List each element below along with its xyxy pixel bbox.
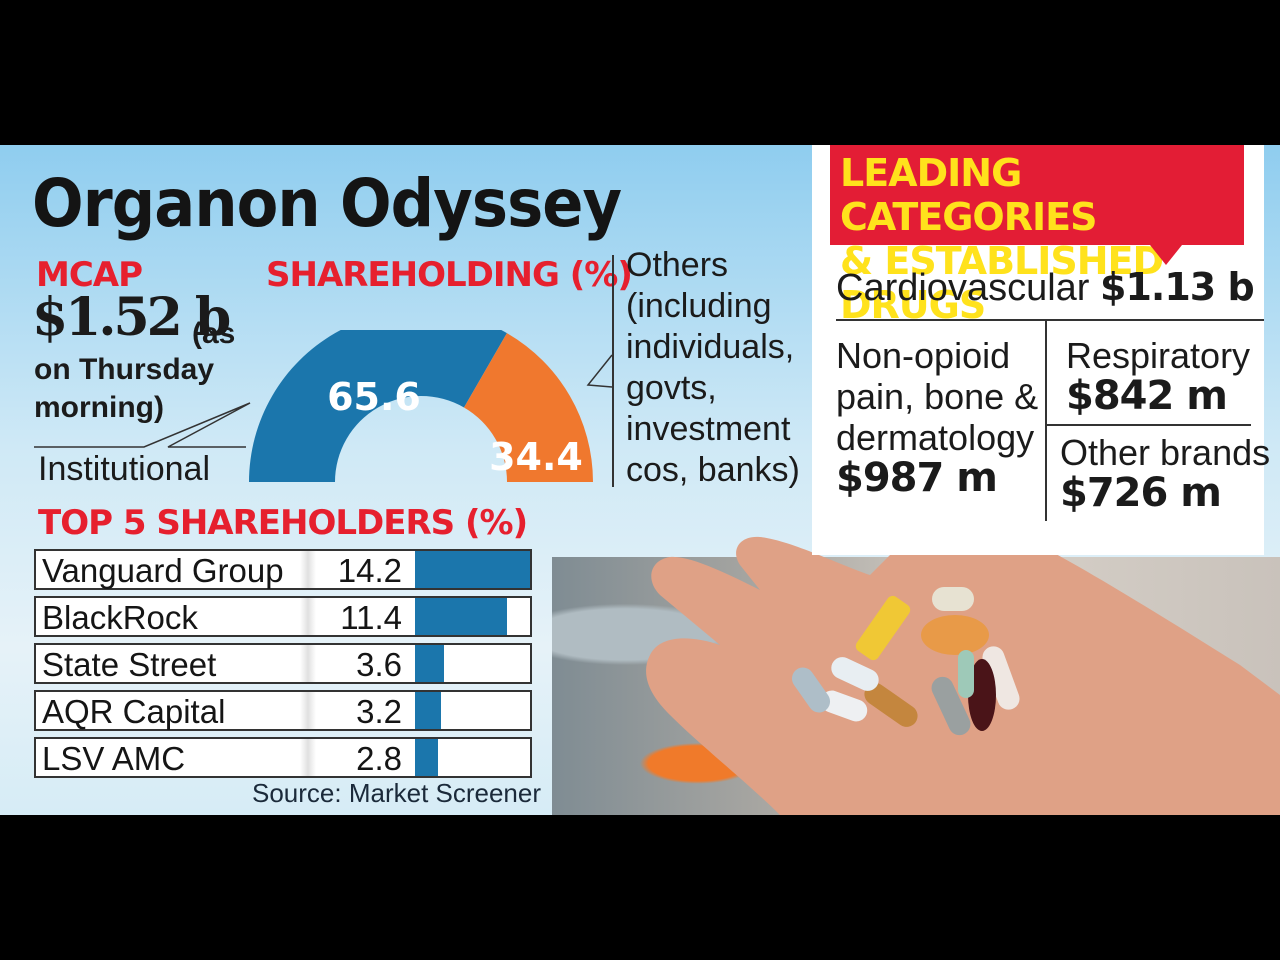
category-value: $726 m bbox=[1060, 470, 1222, 516]
others-label: Others (including individuals, govts, in… bbox=[626, 245, 806, 491]
categories-header: LEADING CATEGORIES & ESTABLISHED DRUGS bbox=[830, 145, 1244, 327]
others-label-line: cos, banks) bbox=[626, 451, 800, 489]
shareholder-name: LSV AMC bbox=[42, 740, 186, 777]
shareholder-value: 3.6 bbox=[356, 646, 402, 683]
shareholder-bar bbox=[415, 598, 507, 635]
category-nonopioid: Non-opioid pain, bone & dermatology $987… bbox=[836, 335, 1038, 499]
institutional-value: 65.6 bbox=[327, 375, 421, 419]
source-note: Source: Market Screener bbox=[252, 778, 542, 808]
category-label: dermatology bbox=[836, 417, 1035, 458]
shareholding-label: SHAREHOLDING (%) bbox=[266, 255, 633, 295]
shareholder-value: 14.2 bbox=[337, 552, 402, 589]
category-other-brands: Other brands $726 m bbox=[1060, 432, 1270, 514]
category-value: $1.13 b bbox=[1100, 265, 1255, 309]
mcap-label: MCAP bbox=[36, 255, 143, 295]
table-row: State Street 3.6 bbox=[34, 643, 532, 684]
shareholder-name: Vanguard Group bbox=[42, 552, 284, 589]
category-value: $987 m bbox=[836, 455, 998, 501]
mcap-note-line: morning) bbox=[34, 391, 164, 424]
gauge-others-segment bbox=[464, 333, 593, 482]
table-row: AQR Capital 3.2 bbox=[34, 690, 532, 731]
header-pointer-icon bbox=[1150, 245, 1182, 265]
shareholder-name: BlackRock bbox=[42, 599, 198, 636]
category-label: pain, bone & bbox=[836, 376, 1039, 417]
shareholder-value: 11.4 bbox=[340, 599, 402, 636]
table-row: Vanguard Group 14.2 bbox=[34, 549, 532, 590]
mcap-note-first: (as bbox=[192, 317, 236, 350]
top5-label: TOP 5 SHAREHOLDERS (%) bbox=[38, 503, 528, 543]
category-label: Respiratory bbox=[1066, 335, 1251, 376]
categories-header-line: LEADING CATEGORIES bbox=[840, 151, 1097, 239]
divider bbox=[836, 319, 1264, 321]
others-label-line: Others bbox=[626, 246, 729, 284]
others-label-line: govts, bbox=[626, 369, 717, 407]
shareholder-bar bbox=[415, 551, 530, 588]
others-label-line: (including bbox=[626, 287, 772, 325]
shareholder-bar bbox=[415, 739, 438, 776]
table-row: LSV AMC 2.8 bbox=[34, 737, 532, 778]
shareholder-name: State Street bbox=[42, 646, 217, 683]
shareholder-bar bbox=[415, 692, 441, 729]
divider bbox=[1047, 424, 1251, 426]
gauge-institutional-segment bbox=[249, 330, 507, 482]
others-bracket bbox=[612, 255, 614, 487]
infographic: Organon Odyssey MCAP $1.52 b (as on Thur… bbox=[0, 145, 1280, 815]
mcap-note-rest: on Thursday morning) bbox=[34, 351, 214, 427]
shareholder-bar bbox=[415, 645, 444, 682]
shareholding-gauge: 65.6 34.4 bbox=[249, 330, 593, 482]
mcap-value: $1.52 b bbox=[32, 287, 231, 348]
category-label: Non-opioid bbox=[836, 335, 1011, 376]
mcap-note-line: on Thursday bbox=[34, 353, 215, 386]
others-value: 34.4 bbox=[489, 435, 583, 479]
shareholder-value: 2.8 bbox=[356, 740, 402, 777]
category-label: Cardiovascular bbox=[836, 267, 1090, 309]
table-row: BlackRock 11.4 bbox=[34, 596, 532, 637]
others-label-line: investment bbox=[626, 410, 791, 448]
page-title: Organon Odyssey bbox=[32, 165, 622, 242]
category-cardiovascular: Cardiovascular $1.13 b bbox=[836, 265, 1255, 310]
category-respiratory: Respiratory $842 m bbox=[1066, 335, 1250, 417]
shareholder-value: 3.2 bbox=[356, 693, 402, 730]
callout-lines bbox=[34, 354, 613, 448]
hand-with-pills-image bbox=[646, 502, 1280, 815]
others-label-line: individuals, bbox=[626, 328, 795, 366]
top5-table: Vanguard Group 14.2 BlackRock 11.4 State… bbox=[34, 549, 532, 784]
institutional-label: Institutional bbox=[38, 450, 210, 488]
divider bbox=[1045, 319, 1047, 521]
shareholder-name: AQR Capital bbox=[42, 693, 226, 730]
category-value: $842 m bbox=[1066, 373, 1228, 419]
category-label: Other brands bbox=[1060, 432, 1271, 473]
